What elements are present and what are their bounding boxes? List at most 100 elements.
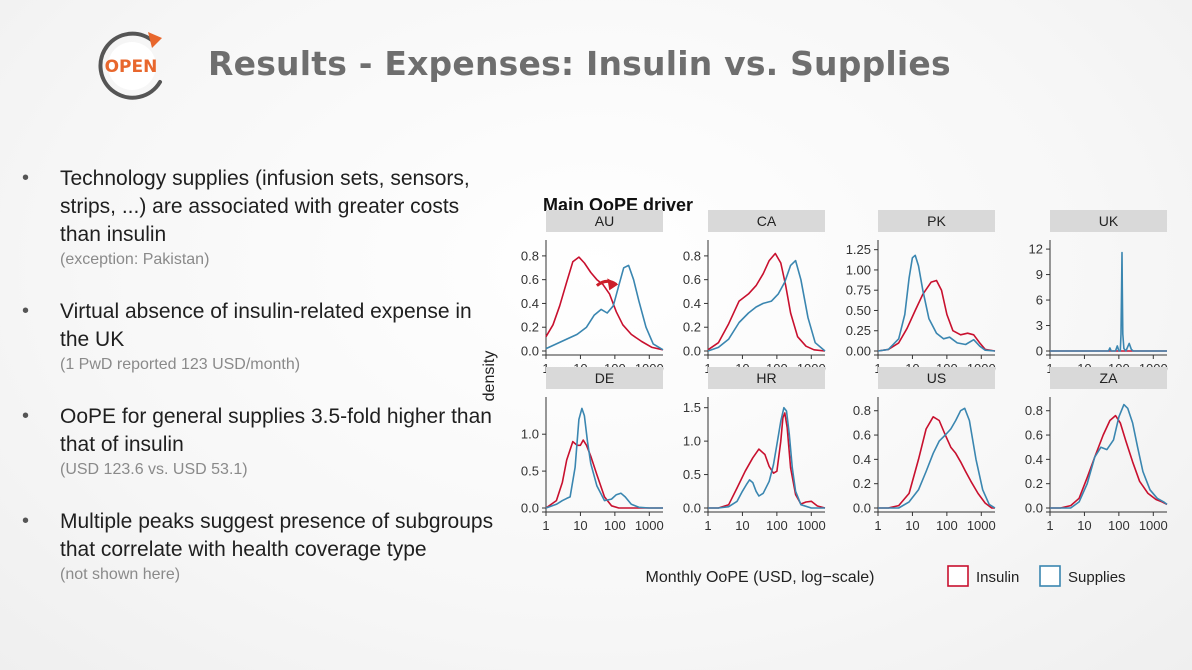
- facet-strip: [878, 367, 995, 389]
- panel-uk: UK0369121101001000: [1029, 210, 1168, 376]
- y-tick-label: 0.0: [521, 344, 539, 359]
- y-tick-label: 6: [1036, 293, 1043, 308]
- y-tick-label: 3: [1036, 318, 1043, 333]
- y-tick-label: 1.5: [683, 400, 701, 415]
- x-tick-label: 100: [604, 518, 626, 533]
- legend-item-supplies: Supplies: [1039, 565, 1126, 587]
- bullet-subtext: (1 PwD reported 123 USD/month): [60, 356, 301, 373]
- density-line-insulin: [545, 439, 663, 509]
- logo-arrow-icon: [148, 32, 162, 48]
- facet-strip: [708, 367, 825, 389]
- density-line-supplies: [878, 407, 996, 509]
- facet-strip: [878, 210, 995, 232]
- legend-key: [1039, 565, 1061, 587]
- y-tick-label: 0.25: [846, 323, 871, 338]
- legend-label: Insulin: [976, 569, 1019, 586]
- density-line-insulin: [707, 252, 826, 352]
- panel-pk: PK0.000.250.500.751.001.251101001000: [846, 210, 996, 376]
- facet-strip: [1050, 367, 1167, 389]
- bullet-list: • Technology supplies (infusion sets, se…: [22, 165, 502, 613]
- x-tick-label: 1000: [797, 518, 826, 533]
- x-tick-label: 10: [905, 518, 919, 533]
- y-tick-label: 0.6: [1025, 428, 1043, 443]
- density-line-supplies: [708, 406, 825, 509]
- y-tick-label: 0.2: [521, 320, 539, 335]
- density-line-insulin: [878, 416, 995, 509]
- panel-de: DE 0.0 0.5 1.0 1 10 100 1000: [521, 367, 664, 533]
- facet-label: US: [927, 370, 946, 386]
- y-axis-title: density: [481, 351, 498, 402]
- x-tick-label: 1: [542, 518, 549, 533]
- facet-label: UK: [1099, 213, 1119, 229]
- bullet-subtext: (USD 123.6 vs. USD 53.1): [60, 461, 248, 478]
- x-tick-label: 1000: [1139, 518, 1168, 533]
- y-tick-label: 0.8: [683, 248, 701, 263]
- y-tick-label: 0.0: [1025, 501, 1043, 516]
- density-line-supplies: [1050, 403, 1168, 509]
- y-tick-label: 0.2: [683, 320, 701, 335]
- density-line-supplies: [545, 407, 663, 509]
- logo-ring-icon: [98, 31, 162, 100]
- facet-label: ZA: [1100, 370, 1119, 386]
- y-tick-label: 0.4: [1025, 452, 1043, 467]
- x-tick-label: 10: [1077, 518, 1091, 533]
- y-tick-label: 0.6: [683, 272, 701, 287]
- y-tick-label: 1.0: [521, 427, 539, 442]
- y-tick-label: 12: [1029, 242, 1043, 257]
- y-tick-label: 0.0: [683, 501, 701, 516]
- bullet-dot-icon: •: [22, 167, 30, 189]
- y-tick-label: 0: [1036, 344, 1043, 359]
- panel-us: US 0.0 0.2 0.4 0.6 0.8 1 10 100 1000: [853, 367, 996, 533]
- y-tick-label: 0.8: [853, 403, 871, 418]
- x-tick-label: 10: [573, 518, 587, 533]
- density-line-insulin: [708, 412, 826, 509]
- panel-za: ZA 0.0 0.2 0.4 0.6 0.8 1 10 100 1000: [1025, 367, 1168, 533]
- facet-label: HR: [756, 370, 776, 386]
- legend-key: [947, 565, 969, 587]
- y-tick-label: 0.6: [853, 428, 871, 443]
- density-line-insulin: [877, 279, 996, 352]
- facet-label: DE: [595, 370, 614, 386]
- bullet-dot-icon: •: [22, 300, 30, 322]
- y-tick-label: 0.8: [521, 248, 539, 263]
- bullet-dot-icon: •: [22, 510, 30, 532]
- facet-label: PK: [927, 213, 946, 229]
- y-tick-label: 0.0: [521, 501, 539, 516]
- y-tick-label: 0.2: [853, 476, 871, 491]
- bullet-item: • Virtual absence of insulin-related exp…: [22, 298, 502, 376]
- y-tick-label: 0.00: [846, 344, 871, 359]
- density-line-supplies: [877, 254, 996, 352]
- x-axis-title: Monthly OoPE (USD, log−scale): [646, 569, 875, 586]
- facet-label: AU: [595, 213, 614, 229]
- x-tick-label: 1000: [635, 518, 664, 533]
- density-line-supplies: [707, 259, 826, 352]
- y-tick-label: 0.50: [846, 303, 871, 318]
- bullet-subtext: (not shown here): [60, 566, 181, 583]
- y-tick-label: 0.8: [1025, 403, 1043, 418]
- y-tick-label: 0.5: [683, 467, 701, 482]
- bullet-dot-icon: •: [22, 405, 30, 427]
- bullet-item: • Multiple peaks suggest presence of sub…: [22, 508, 502, 586]
- y-tick-label: 0.0: [853, 501, 871, 516]
- x-tick-label: 10: [735, 518, 749, 533]
- density-line-insulin: [545, 256, 664, 351]
- density-line-supplies: [1050, 251, 1167, 352]
- y-tick-label: 0.5: [521, 464, 539, 479]
- y-tick-label: 0.4: [521, 296, 539, 311]
- bullet-item: • OoPE for general supplies 3.5-fold hig…: [22, 403, 502, 481]
- facet-label: CA: [757, 213, 777, 229]
- density-chart: Main OoPE driverAU0.00.20.40.60.81101001…: [481, 195, 1168, 587]
- panel-hr: HR 0.0 0.5 1.0 1.5 1 10 100 1000: [683, 367, 826, 533]
- facet-strip: [1050, 210, 1167, 232]
- y-tick-label: 0.6: [521, 272, 539, 287]
- slide-title: Results - Expenses: Insulin vs. Supplies: [208, 44, 951, 83]
- bullet-text: Multiple peaks suggest presence of subgr…: [60, 510, 494, 561]
- x-tick-label: 100: [936, 518, 958, 533]
- bullet-text: Technology supplies (infusion sets, sens…: [60, 167, 470, 246]
- density-line-supplies: [545, 264, 664, 351]
- bullet-text: OoPE for general supplies 3.5-fold highe…: [60, 405, 492, 456]
- x-tick-label: 1: [704, 518, 711, 533]
- x-tick-label: 100: [1108, 518, 1130, 533]
